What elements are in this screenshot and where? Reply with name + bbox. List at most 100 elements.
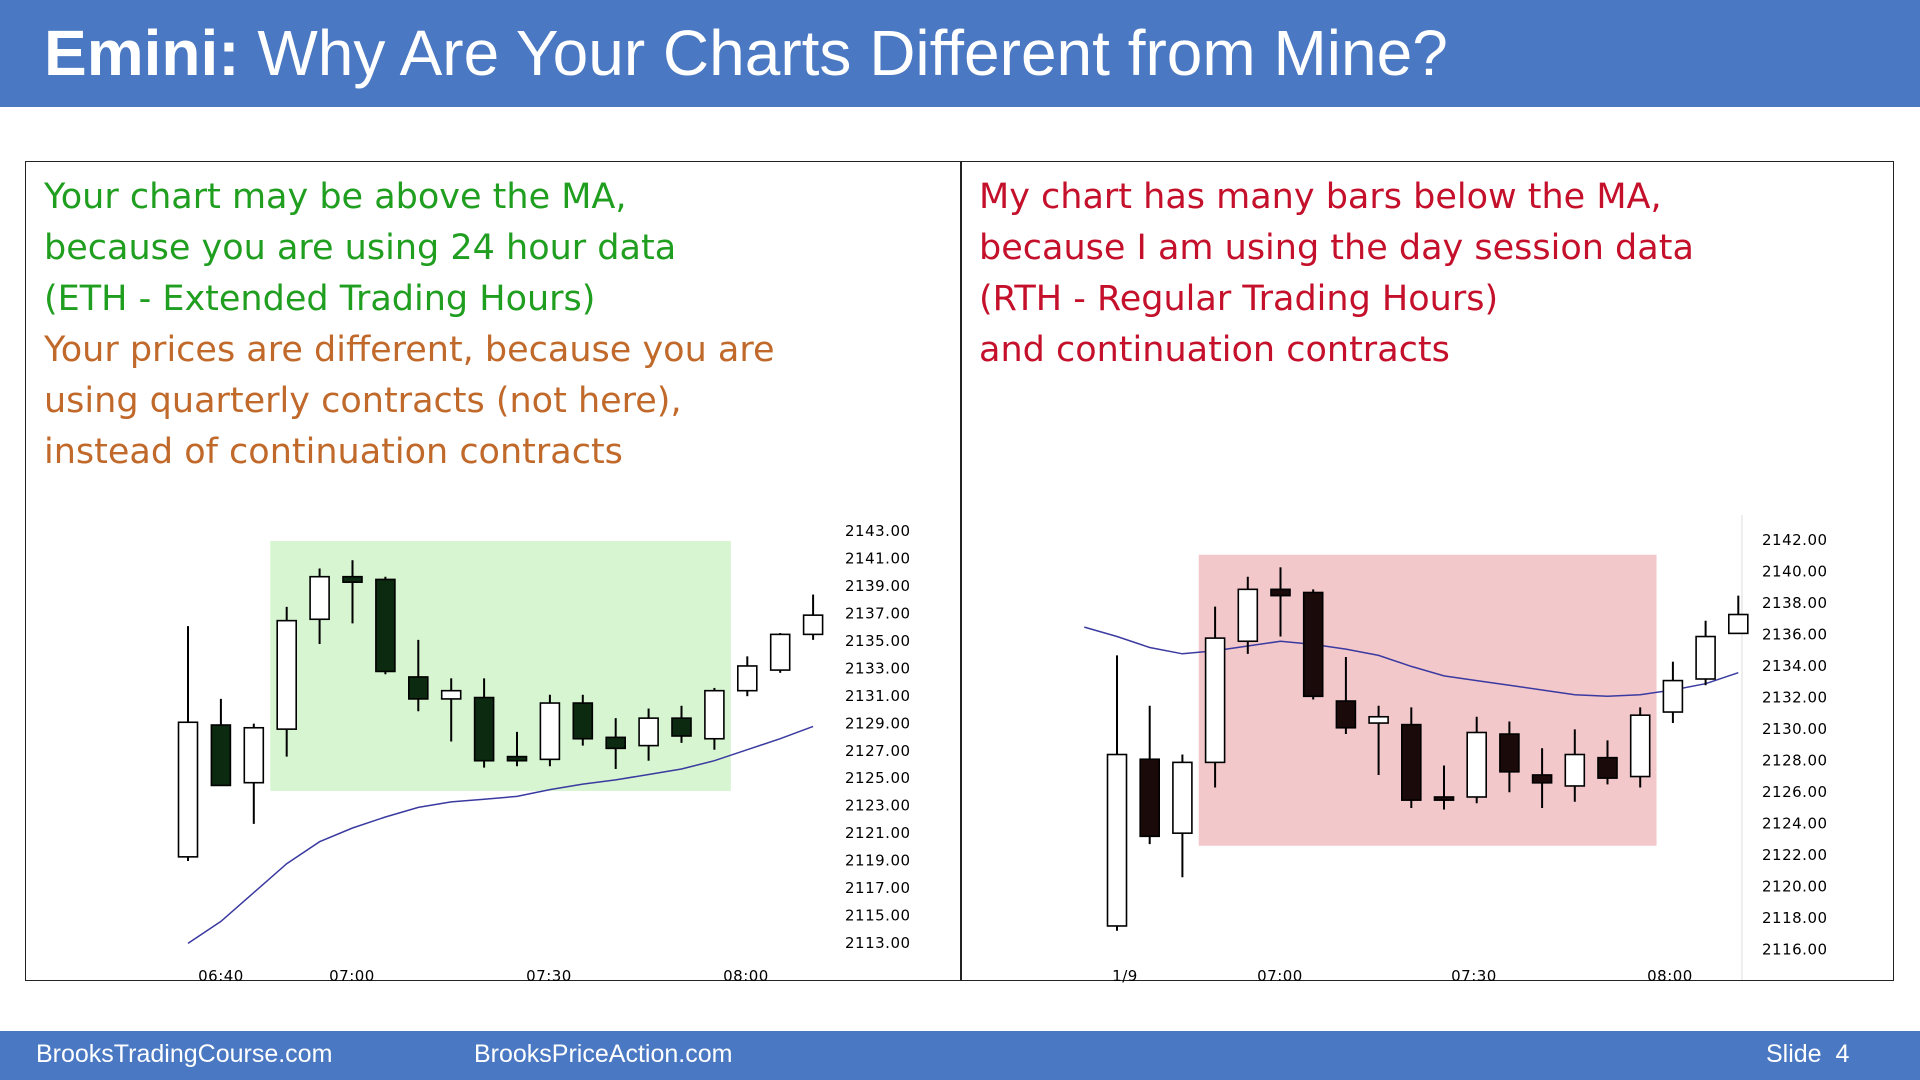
rth-y-tick-label: 2142.00 xyxy=(1762,531,1828,549)
eth-candle-body xyxy=(276,619,298,730)
rth-y-tick-label: 2116.00 xyxy=(1762,941,1828,959)
footer-bar xyxy=(0,1031,1920,1080)
rth-y-tick-label: 2138.00 xyxy=(1762,594,1828,612)
rth-candle-body xyxy=(1401,723,1422,801)
rth-y-tick-label: 2140.00 xyxy=(1762,563,1828,581)
rth-y-tick-label: 2124.00 xyxy=(1762,815,1828,833)
rth-y-tick-label: 2130.00 xyxy=(1762,720,1828,738)
rth-y-tick-label: 2120.00 xyxy=(1762,878,1828,896)
rth-candle-body xyxy=(1270,588,1291,597)
eth-candle-body xyxy=(605,736,627,750)
rth-y-tick-label: 2126.00 xyxy=(1762,783,1828,801)
slide-title-bold: Emini: xyxy=(44,17,240,89)
rth-candle-body xyxy=(1629,714,1651,778)
eth-candle-body xyxy=(802,614,824,636)
rth-candle-body xyxy=(1597,756,1618,779)
eth-y-tick-label: 2141.00 xyxy=(845,549,911,567)
footer-site-brookspriceaction[interactable]: BrooksPriceAction.com xyxy=(474,1040,733,1068)
eth-y-tick-label: 2117.00 xyxy=(845,879,911,897)
eth-candle-body xyxy=(671,717,692,737)
eth-y-tick-label: 2143.00 xyxy=(845,522,911,540)
rth-candle-body xyxy=(1302,591,1324,698)
rth-candle-body xyxy=(1564,753,1586,787)
eth-y-tick-label: 2115.00 xyxy=(845,907,911,925)
eth-candle-body xyxy=(177,721,199,858)
eth-candle-body xyxy=(440,689,462,700)
rth-candle-body xyxy=(1204,637,1226,764)
rth-highlight-box xyxy=(1198,554,1657,846)
rth-candle-body xyxy=(1433,796,1455,801)
left-orange-line-3: instead of continuation contracts xyxy=(44,432,623,472)
rth-y-tick-label: 2118.00 xyxy=(1762,909,1828,927)
left-green-line-2: because you are using 24 hour data xyxy=(44,228,677,268)
rth-y-tick-label: 2134.00 xyxy=(1762,657,1828,675)
rth-candle-body xyxy=(1531,774,1553,784)
eth-y-tick-label: 2131.00 xyxy=(845,687,911,705)
eth-candle-body xyxy=(342,575,363,583)
rth-candle-body xyxy=(1728,613,1749,635)
eth-x-tick-label: 06:40 xyxy=(198,967,244,985)
rth-x-tick-label: 07:30 xyxy=(1451,967,1497,985)
rth-x-tick-label: 08:00 xyxy=(1647,967,1693,985)
rth-candle-body xyxy=(1172,761,1193,834)
slide-number-value: 4 xyxy=(1835,1040,1850,1068)
eth-y-tick-label: 2129.00 xyxy=(845,714,911,732)
rth-y-tick-label: 2132.00 xyxy=(1762,689,1828,707)
eth-x-tick-label: 07:30 xyxy=(526,967,572,985)
eth-candle-body xyxy=(473,696,495,762)
right-red-line-4: and continuation contracts xyxy=(979,330,1450,370)
eth-y-tick-label: 2127.00 xyxy=(845,742,911,760)
eth-y-tick-label: 2135.00 xyxy=(845,632,911,650)
content-frame xyxy=(25,161,1894,981)
eth-candle-body xyxy=(572,702,594,740)
slide-title-rest: Why Are Your Charts Different from Mine? xyxy=(257,17,1448,89)
rth-y-tick-label: 2136.00 xyxy=(1762,626,1828,644)
eth-candle-body xyxy=(243,726,265,784)
eth-candle-body xyxy=(506,755,528,762)
eth-moving-average-line xyxy=(187,725,814,945)
left-orange-line-2: using quarterly contracts (not here), xyxy=(44,381,682,421)
eth-candle-body xyxy=(407,676,429,700)
eth-y-tick-label: 2133.00 xyxy=(845,659,911,677)
eth-y-tick-label: 2137.00 xyxy=(845,604,911,622)
eth-candle-body xyxy=(769,633,791,671)
rth-candle-body xyxy=(1695,635,1716,680)
rth-candle-body xyxy=(1335,700,1357,729)
rth-x-tick-label: 1/9 xyxy=(1112,967,1138,985)
eth-y-tick-label: 2121.00 xyxy=(845,824,911,842)
eth-y-tick-label: 2113.00 xyxy=(845,934,911,952)
rth-candle-body xyxy=(1499,733,1520,773)
rth-candle-body xyxy=(1106,753,1128,927)
rth-y-tick-label: 2128.00 xyxy=(1762,752,1828,770)
rth-candle-body xyxy=(1662,679,1684,713)
rth-candle-body xyxy=(1139,758,1160,838)
eth-y-tick-label: 2119.00 xyxy=(845,852,911,870)
rth-candle-body xyxy=(1466,731,1487,798)
left-orange-line-1: Your prices are different, because you a… xyxy=(44,330,775,370)
eth-y-tick-label: 2139.00 xyxy=(845,577,911,595)
eth-candle-body xyxy=(704,689,725,740)
eth-candle-body xyxy=(375,578,396,673)
slide-number: Slide 4 xyxy=(1766,1040,1849,1069)
eth-candle-body xyxy=(736,665,758,692)
left-green-line-1: Your chart may be above the MA, xyxy=(44,177,627,217)
left-green-line-3: (ETH - Extended Trading Hours) xyxy=(44,279,596,319)
right-red-line-3: (RTH - Regular Trading Hours) xyxy=(979,279,1499,319)
rth-x-tick-label: 07:00 xyxy=(1257,967,1303,985)
eth-x-tick-label: 07:00 xyxy=(329,967,375,985)
eth-candle-body xyxy=(309,575,330,621)
rth-candle-body xyxy=(1237,588,1259,643)
footer-site-brookstradingcourse[interactable]: BrooksTradingCourse.com xyxy=(36,1040,333,1068)
slide-label: Slide xyxy=(1766,1040,1822,1068)
rth-moving-average-line xyxy=(1084,626,1739,698)
eth-candle-body xyxy=(210,724,232,787)
eth-candle-body xyxy=(539,702,561,761)
right-red-line-2: because I am using the day session data xyxy=(979,228,1694,268)
eth-highlight-box xyxy=(270,540,731,791)
right-red-line-1: My chart has many bars below the MA, xyxy=(979,177,1662,217)
eth-x-tick-label: 08:00 xyxy=(723,967,769,985)
eth-y-tick-label: 2123.00 xyxy=(845,797,911,815)
eth-candle-body xyxy=(638,717,659,747)
eth-y-tick-label: 2125.00 xyxy=(845,769,911,787)
